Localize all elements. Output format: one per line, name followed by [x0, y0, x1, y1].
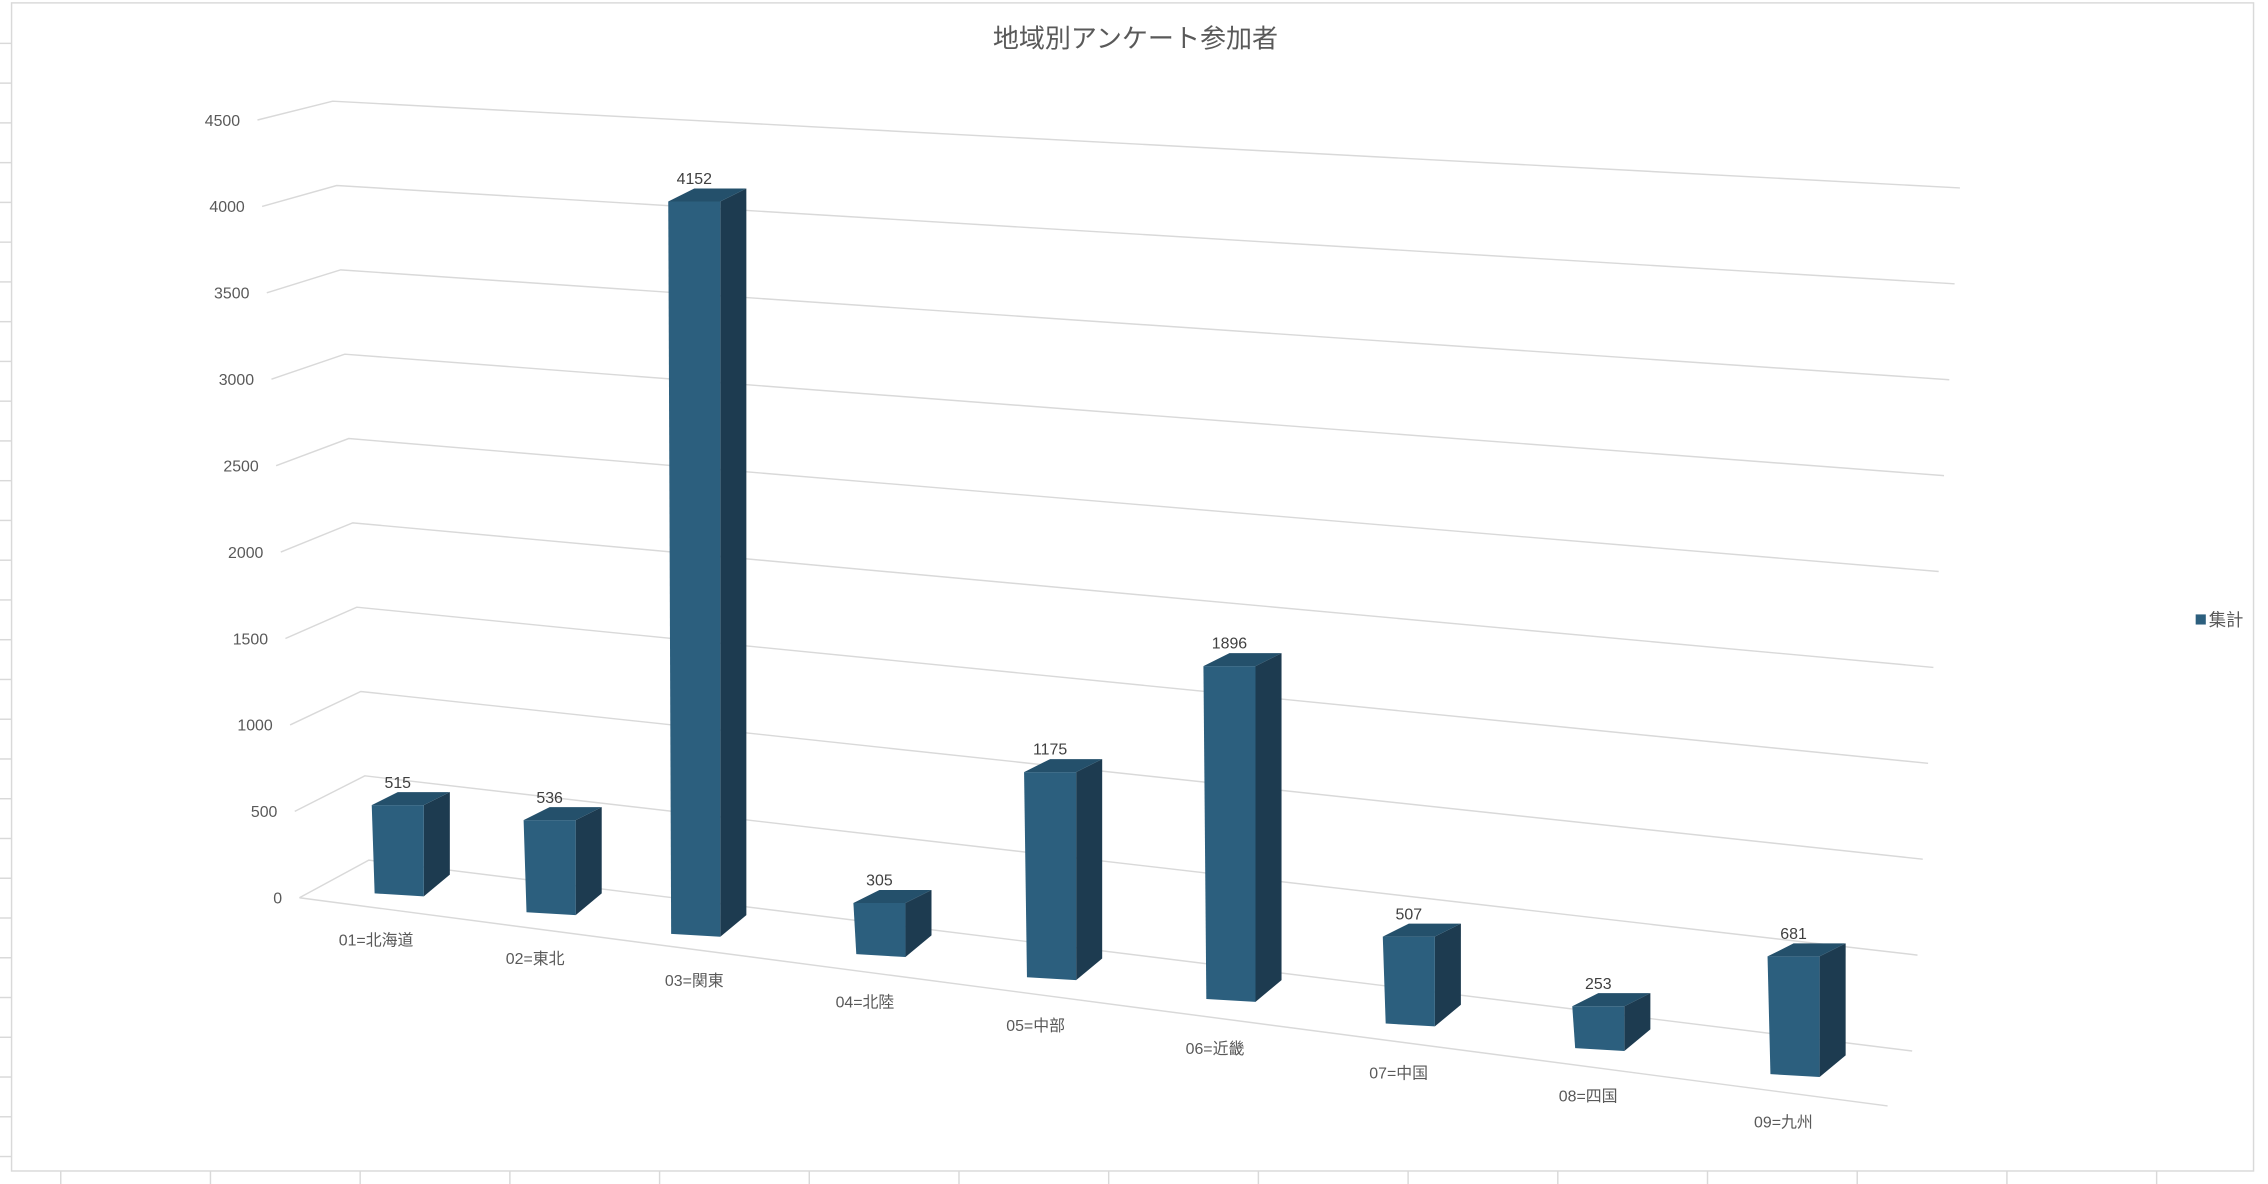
bar[interactable]: 536: [523, 790, 602, 916]
y-tick-label: 3500: [214, 286, 250, 303]
bar-side: [1076, 759, 1103, 981]
data-label: 681: [1780, 926, 1807, 943]
bar[interactable]: 681: [1767, 926, 1846, 1078]
legend[interactable]: 集計: [2195, 610, 2244, 630]
data-label: 1896: [1212, 636, 1248, 653]
gridline-path: [266, 269, 1950, 381]
bar-front: [371, 805, 424, 897]
bars: 515 536 4152 305 1175 1896 507 253 681: [371, 171, 1846, 1078]
bar-side: [423, 792, 450, 897]
bar-front: [1572, 1006, 1625, 1051]
bar-side: [1624, 993, 1651, 1051]
bar[interactable]: 1175: [1024, 742, 1103, 981]
x-tick-label: 06=近畿: [1186, 1040, 1245, 1058]
gridline-path: [275, 437, 1939, 573]
x-axis: 01=北海道 02=東北 03=関東 04=北陸 05=中部 06=近畿 07=中国 08=四…: [339, 931, 1813, 1131]
bar-front: [853, 903, 906, 958]
gridline-path: [261, 184, 1955, 285]
x-tick-label: 03=関東: [665, 972, 724, 990]
y-tick-label: 1500: [233, 631, 269, 648]
bar[interactable]: 515: [371, 775, 450, 897]
data-label: 536: [536, 790, 563, 807]
bar-side: [575, 807, 602, 916]
gridline: [266, 269, 1950, 381]
bar-front: [1382, 936, 1435, 1027]
x-tick-label: 07=中国: [1369, 1064, 1428, 1082]
bar-side: [720, 188, 747, 937]
gridline-path: [271, 353, 1945, 477]
bar[interactable]: 507: [1382, 906, 1461, 1027]
gridline-path: [257, 100, 1960, 189]
gridline-path: [294, 775, 1918, 956]
data-label: 305: [866, 873, 893, 890]
gridline: [271, 353, 1945, 477]
bar[interactable]: 1896: [1203, 636, 1282, 1002]
y-tick-label: 0: [273, 891, 282, 908]
bar[interactable]: 4152: [668, 171, 747, 937]
bar-front: [523, 820, 576, 916]
bar-front: [1024, 772, 1077, 981]
data-label: 4152: [677, 171, 713, 188]
chart-title: 地域別アンケート参加者: [993, 24, 1278, 54]
y-tick-label: 4500: [205, 113, 241, 130]
legend-label: 集計: [2209, 610, 2244, 630]
gridline-path: [289, 690, 1923, 860]
bar-front: [668, 201, 721, 937]
data-label: 515: [385, 775, 412, 792]
bar-top: [1572, 993, 1651, 1007]
y-tick-label: 2500: [223, 458, 259, 475]
x-tick-label: 04=北陸: [836, 994, 895, 1012]
chart-area[interactable]: [10, 2, 2255, 1172]
sheet-grid: [0, 42, 2158, 1184]
y-tick-label: 1000: [237, 718, 273, 735]
bar[interactable]: 253: [1572, 976, 1651, 1051]
gridline-path: [285, 606, 1929, 765]
legend-swatch: [2195, 614, 2206, 625]
bar-top: [1767, 943, 1846, 957]
data-label: 1175: [1033, 742, 1067, 759]
bar-side: [905, 890, 932, 958]
gridline-path: [280, 522, 1934, 669]
gridline: [294, 775, 1918, 956]
x-tick-label: 01=北海道: [339, 931, 414, 949]
x-tick-label: 02=東北: [506, 950, 565, 968]
gridline: [275, 437, 1939, 573]
x-tick-label: 09=九州: [1754, 1114, 1813, 1132]
bar-front: [1203, 666, 1256, 1002]
bar-top: [853, 890, 932, 904]
bar-side: [1434, 923, 1461, 1027]
data-label: 253: [1585, 976, 1612, 993]
gridline: [257, 100, 1960, 189]
bar-top: [1382, 923, 1461, 937]
gridline: [289, 690, 1923, 860]
bar-top: [371, 792, 450, 806]
gridline: [280, 522, 1934, 669]
y-axis: 0 500 1000 1500 2000 2500 3000 3500 4000 4500: [205, 113, 282, 908]
bar-top: [523, 807, 602, 821]
y-tick-label: 3000: [219, 372, 255, 389]
bar[interactable]: 305: [853, 873, 932, 958]
x-tick-label: 08=四国: [1559, 1089, 1618, 1106]
floor-edge: [299, 897, 1888, 1107]
y-tick-label: 4000: [209, 199, 245, 216]
gridline: [261, 184, 1955, 285]
bar-side: [1819, 943, 1846, 1078]
x-tick-label: 05=中部: [1006, 1017, 1065, 1035]
bar-front: [1767, 956, 1820, 1078]
y-tick-label: 500: [251, 804, 278, 821]
bar-side: [1255, 653, 1282, 1002]
y-tick-label: 2000: [228, 545, 264, 562]
bar-top: [668, 188, 747, 202]
gridline: [285, 606, 1929, 765]
data-label: 507: [1396, 906, 1423, 923]
